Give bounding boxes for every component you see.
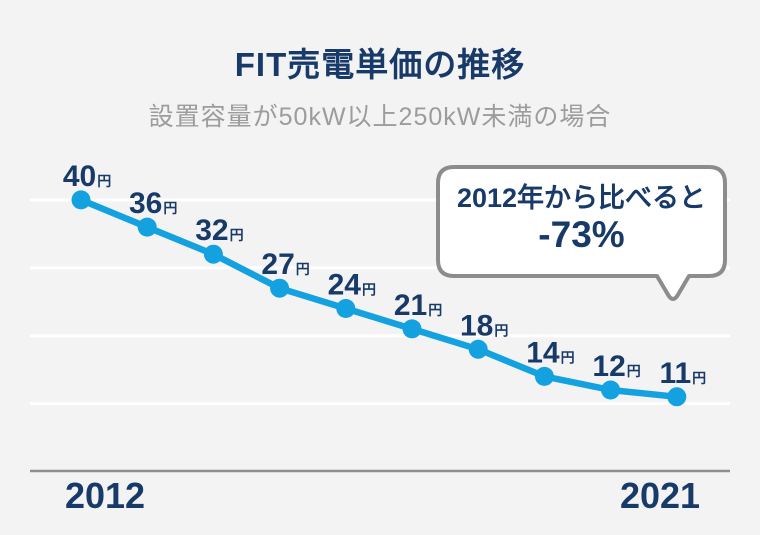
data-point-2021 xyxy=(667,387,687,407)
data-point-2012 xyxy=(71,190,91,210)
x-tick-label-end: 2021 xyxy=(620,475,700,516)
page-subtitle: 設置容量が50kW以上250kW未満の場合 xyxy=(148,103,612,131)
data-label-2017: 21円 xyxy=(394,289,442,322)
page-title: FIT売電単価の推移 xyxy=(234,46,526,83)
data-point-2018 xyxy=(468,339,488,359)
data-point-2020 xyxy=(601,380,621,400)
data-point-2019 xyxy=(534,366,554,386)
data-label-2016: 24円 xyxy=(328,269,376,302)
x-tick-label-start: 2012 xyxy=(65,475,145,516)
data-point-2015 xyxy=(270,278,290,298)
data-label-2015: 27円 xyxy=(261,248,309,281)
callout-bubble-shape xyxy=(436,165,727,301)
data-point-2014 xyxy=(203,244,223,264)
data-point-2016 xyxy=(336,299,356,318)
data-point-2017 xyxy=(402,319,422,339)
data-label-2014: 32円 xyxy=(195,214,243,247)
data-label-2020: 12円 xyxy=(592,350,640,383)
data-point-2013 xyxy=(137,217,157,237)
data-label-2012: 40円 xyxy=(63,160,111,193)
price-line xyxy=(77,196,681,401)
data-label-2019: 14円 xyxy=(526,336,574,369)
data-label-2021: 11円 xyxy=(659,357,706,390)
data-label-2013: 36円 xyxy=(129,187,177,220)
data-label-2018: 18円 xyxy=(460,309,508,342)
